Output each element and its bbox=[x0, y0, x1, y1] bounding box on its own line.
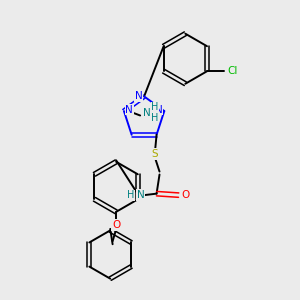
Text: H: H bbox=[151, 113, 159, 123]
Text: H: H bbox=[151, 102, 159, 112]
Text: N: N bbox=[125, 105, 133, 115]
Text: N: N bbox=[135, 92, 143, 101]
Text: N: N bbox=[143, 107, 151, 118]
Text: Cl: Cl bbox=[228, 66, 238, 76]
Text: N: N bbox=[137, 190, 145, 200]
Text: S: S bbox=[152, 149, 158, 159]
Text: O: O bbox=[181, 190, 189, 200]
Text: N: N bbox=[155, 105, 163, 115]
Text: O: O bbox=[112, 220, 120, 230]
Text: H: H bbox=[127, 190, 135, 200]
